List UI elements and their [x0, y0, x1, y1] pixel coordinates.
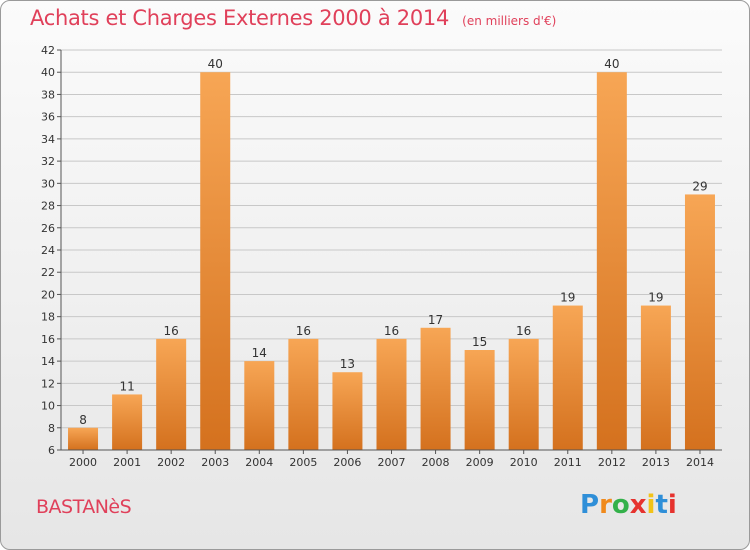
bar	[68, 427, 99, 450]
x-tick-label: 2011	[554, 456, 582, 469]
y-tick-label: 6	[48, 444, 55, 457]
x-tick-label: 2003	[201, 456, 229, 469]
x-tick-label: 2007	[378, 456, 406, 469]
data-label: 19	[648, 291, 663, 305]
y-tick-label: 22	[41, 266, 55, 279]
y-tick-label: 8	[48, 422, 55, 435]
chart-title: Achats et Charges Externes 2000 à 2014	[30, 6, 450, 30]
commune-name: BASTANèS	[36, 496, 132, 518]
y-tick-label: 26	[41, 222, 55, 235]
y-tick-label: 24	[41, 244, 55, 257]
x-tick-label: 2005	[289, 456, 317, 469]
data-label: 16	[296, 324, 311, 338]
x-tick-label: 2012	[598, 456, 626, 469]
x-tick-label: 2002	[157, 456, 185, 469]
x-tick-label: 2010	[510, 456, 538, 469]
data-label: 13	[340, 357, 355, 371]
y-tick-label: 34	[41, 133, 55, 146]
y-tick-label: 36	[41, 111, 55, 124]
logo-letter: i	[667, 490, 677, 520]
data-label: 19	[560, 291, 575, 305]
bar	[508, 338, 539, 450]
data-label: 17	[428, 313, 443, 327]
logo-letter: P	[580, 490, 600, 520]
bar	[376, 338, 407, 450]
y-tick-label: 30	[41, 177, 55, 190]
bar	[552, 305, 583, 450]
data-label: 11	[119, 379, 134, 393]
bar	[684, 194, 715, 450]
x-tick-label: 2009	[466, 456, 494, 469]
logo-letter: t	[655, 490, 668, 520]
data-label: 8	[79, 413, 87, 427]
x-tick-label: 2008	[422, 456, 450, 469]
y-tick-label: 32	[41, 155, 55, 168]
chart-subtitle: (en milliers d'€)	[462, 14, 557, 28]
chart-title-row: Achats et Charges Externes 2000 à 2014 (…	[30, 6, 556, 30]
bar	[420, 327, 451, 450]
data-label: 29	[692, 179, 707, 193]
data-label: 40	[604, 57, 619, 71]
bar	[640, 305, 671, 450]
data-label: 14	[252, 346, 267, 360]
y-tick-label: 18	[41, 311, 55, 324]
x-tick-label: 2001	[113, 456, 141, 469]
x-tick-label: 2006	[333, 456, 361, 469]
data-label: 16	[384, 324, 399, 338]
logo-letter: x	[629, 490, 647, 520]
bar	[596, 72, 627, 450]
data-label: 15	[472, 335, 487, 349]
y-tick-label: 40	[41, 66, 55, 79]
data-label: 16	[516, 324, 531, 338]
bar	[332, 372, 363, 450]
y-tick-label: 14	[41, 355, 55, 368]
x-tick-label: 2000	[69, 456, 97, 469]
y-tick-label: 12	[41, 377, 55, 390]
bars: 8 11 16 40 14 16 13 16 17 15 16 19 40 19 29	[68, 57, 715, 450]
axes: 6 8 10 12 14 16 18 20 22 24 26 28 30 32 34 36 38 40 42 2000…	[41, 44, 722, 469]
y-tick-label: 28	[41, 200, 55, 213]
proxiti-logo[interactable]: Proxiti	[580, 490, 677, 520]
bar	[200, 72, 231, 450]
x-tick-label: 2013	[642, 456, 670, 469]
bar	[288, 338, 319, 450]
logo-letter: r	[599, 490, 612, 520]
data-label: 16	[164, 324, 179, 338]
data-label: 40	[208, 57, 223, 71]
x-tick-label: 2014	[686, 456, 714, 469]
bar	[244, 361, 275, 450]
y-tick-label: 10	[41, 400, 55, 413]
bar	[464, 350, 495, 450]
logo-letter: i	[646, 490, 656, 520]
logo-letter: o	[611, 490, 630, 520]
y-tick-label: 38	[41, 88, 55, 101]
bar	[112, 394, 143, 450]
y-tick-label: 16	[41, 333, 55, 346]
y-tick-label: 42	[41, 44, 55, 57]
x-tick-label: 2004	[245, 456, 273, 469]
bar	[156, 338, 187, 450]
y-tick-label: 20	[41, 288, 55, 301]
